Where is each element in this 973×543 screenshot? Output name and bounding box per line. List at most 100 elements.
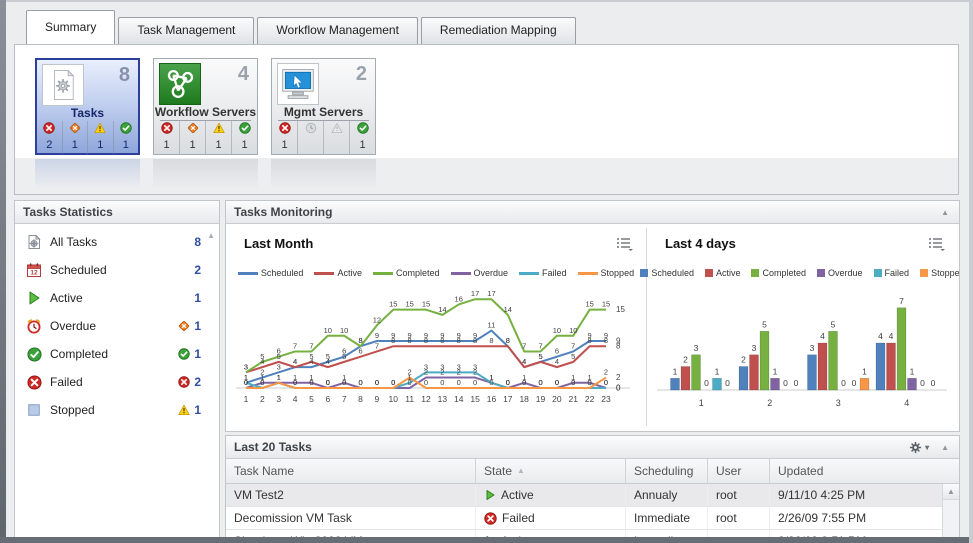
stat-value: 1 [194,347,201,361]
cell-user: root [708,507,770,529]
chart-menu-icon[interactable] [928,236,946,256]
scrollbar-up-icon[interactable]: ▲ [943,484,959,500]
status-count [324,139,350,154]
tasks-monitoring-title: Tasks Monitoring [234,205,333,219]
table-row[interactable]: VM Test2 Active Annualy root 9/11/10 4:25 PM [226,484,959,507]
svg-text:0: 0 [293,378,297,387]
table-row[interactable]: Decomission VM Task Failed Immediate root 2/… [226,507,959,530]
table-scrollbar[interactable]: ▲ [942,484,959,538]
column-header-task-name[interactable]: Task Name [226,459,476,483]
column-header-scheduling[interactable]: Scheduling [626,459,708,483]
failed-badge-icon [178,376,191,388]
svg-text:8: 8 [616,342,621,351]
card-label: Mgmt Servers [283,105,364,119]
svg-text:10: 10 [553,326,561,335]
cell-task-name: VM Test2 [226,484,476,506]
svg-text:4: 4 [522,357,526,366]
svg-text:2: 2 [260,368,264,377]
svg-text:16: 16 [487,394,497,404]
warning-status-icon [212,121,225,139]
svg-text:5: 5 [260,352,264,361]
last-20-tasks-header: Last 20 Tasks ▾ ▲ [226,436,959,459]
svg-text:1: 1 [489,373,493,382]
chart-menu-icon[interactable] [616,236,634,256]
svg-text:0: 0 [358,378,362,387]
status-count: 1 [122,139,129,151]
svg-text:3: 3 [810,343,815,353]
legend-swatch [314,271,335,275]
svg-text:0: 0 [506,378,510,387]
ok-status-icon [238,121,251,139]
legend-label: Failed [884,268,910,278]
failed-status-icon [43,121,55,139]
last-month-title: Last Month [244,236,314,251]
stat-row-overdue[interactable]: Overdue 1 [15,312,219,340]
svg-text:2: 2 [424,368,428,377]
svg-text:5: 5 [277,352,281,361]
svg-text:0: 0 [457,378,461,387]
tab-task-management[interactable]: Task Management [118,17,255,44]
svg-text:0: 0 [489,378,493,387]
svg-text:9: 9 [424,331,428,340]
play-icon [25,290,43,306]
svg-text:4: 4 [293,357,297,366]
svg-text:5: 5 [762,319,767,329]
collapse-icon[interactable]: ▲ [941,442,949,452]
svg-text:11: 11 [405,394,414,404]
card-workflow-servers[interactable]: 4 Workflow Servers 1 1 1 1 [153,58,258,155]
svg-text:6: 6 [342,347,346,356]
cell-task-name: Decomission VM Task [226,507,476,529]
svg-text:1: 1 [522,373,526,382]
column-header-user[interactable]: User [708,459,770,483]
svg-text:1: 1 [260,373,264,382]
stat-row-active[interactable]: Active 1 [15,284,219,312]
svg-text:6: 6 [358,347,362,356]
status-count: 2 [37,139,63,154]
card-reflection [271,159,376,189]
legend-label: Stopped [600,268,635,278]
svg-text:2: 2 [440,368,444,377]
svg-text:1: 1 [244,394,249,404]
legend-item-active: Active [314,268,362,278]
svg-text:4: 4 [293,394,298,404]
svg-text:8: 8 [588,336,592,345]
tab-remediation-mapping[interactable]: Remediation Mapping [420,17,576,44]
legend-item-stopped: Stopped [920,268,959,278]
stats-scrollbar-up-icon[interactable]: ▲ [207,231,215,240]
stat-row-all-tasks[interactable]: All Tasks 8 [15,228,219,256]
cell-scheduling: Immediate [626,530,708,538]
overdue-badge-icon [178,320,190,332]
svg-text:9: 9 [408,331,412,340]
stat-row-completed[interactable]: Completed 1 [15,340,219,368]
column-header-state[interactable]: State ▲ [476,459,626,483]
stat-row-failed[interactable]: Failed 2 [15,368,219,396]
stat-row-scheduled[interactable]: 12 Scheduled 2 [15,256,219,284]
svg-text:15: 15 [602,300,610,309]
status-count: 1 [206,139,232,154]
svg-text:8: 8 [440,336,444,345]
tasks-statistics-list: All Tasks 8 12 Scheduled 2 Active 1 Overdue 1 Com… [15,224,219,424]
collapse-icon[interactable]: ▲ [941,207,949,217]
tab-summary[interactable]: Summary [26,10,116,44]
card-label: Workflow Servers [154,105,257,119]
svg-text:4: 4 [522,357,526,366]
svg-text:15: 15 [616,305,625,314]
legend-swatch [751,269,760,277]
svg-text:0: 0 [604,378,608,387]
stat-row-stopped[interactable]: Stopped 1 [15,396,219,424]
card-mgmt-servers[interactable]: 2 Mgmt Servers 1 1 [271,58,376,155]
svg-text:6: 6 [325,394,330,404]
svg-text:5: 5 [538,352,542,361]
svg-text:0: 0 [391,378,395,387]
svg-text:15: 15 [422,300,430,309]
legend-swatch [873,269,882,277]
legend-item-stopped: Stopped [577,268,635,278]
svg-text:18: 18 [519,394,529,404]
table-settings-button[interactable]: ▾ [909,441,929,454]
column-header-updated[interactable]: Updated [778,464,824,478]
card-tasks[interactable]: 8 Tasks 2 1 1 1 [35,58,140,155]
tab-workflow-management[interactable]: Workflow Management [257,17,418,44]
svg-text:6: 6 [277,347,281,356]
